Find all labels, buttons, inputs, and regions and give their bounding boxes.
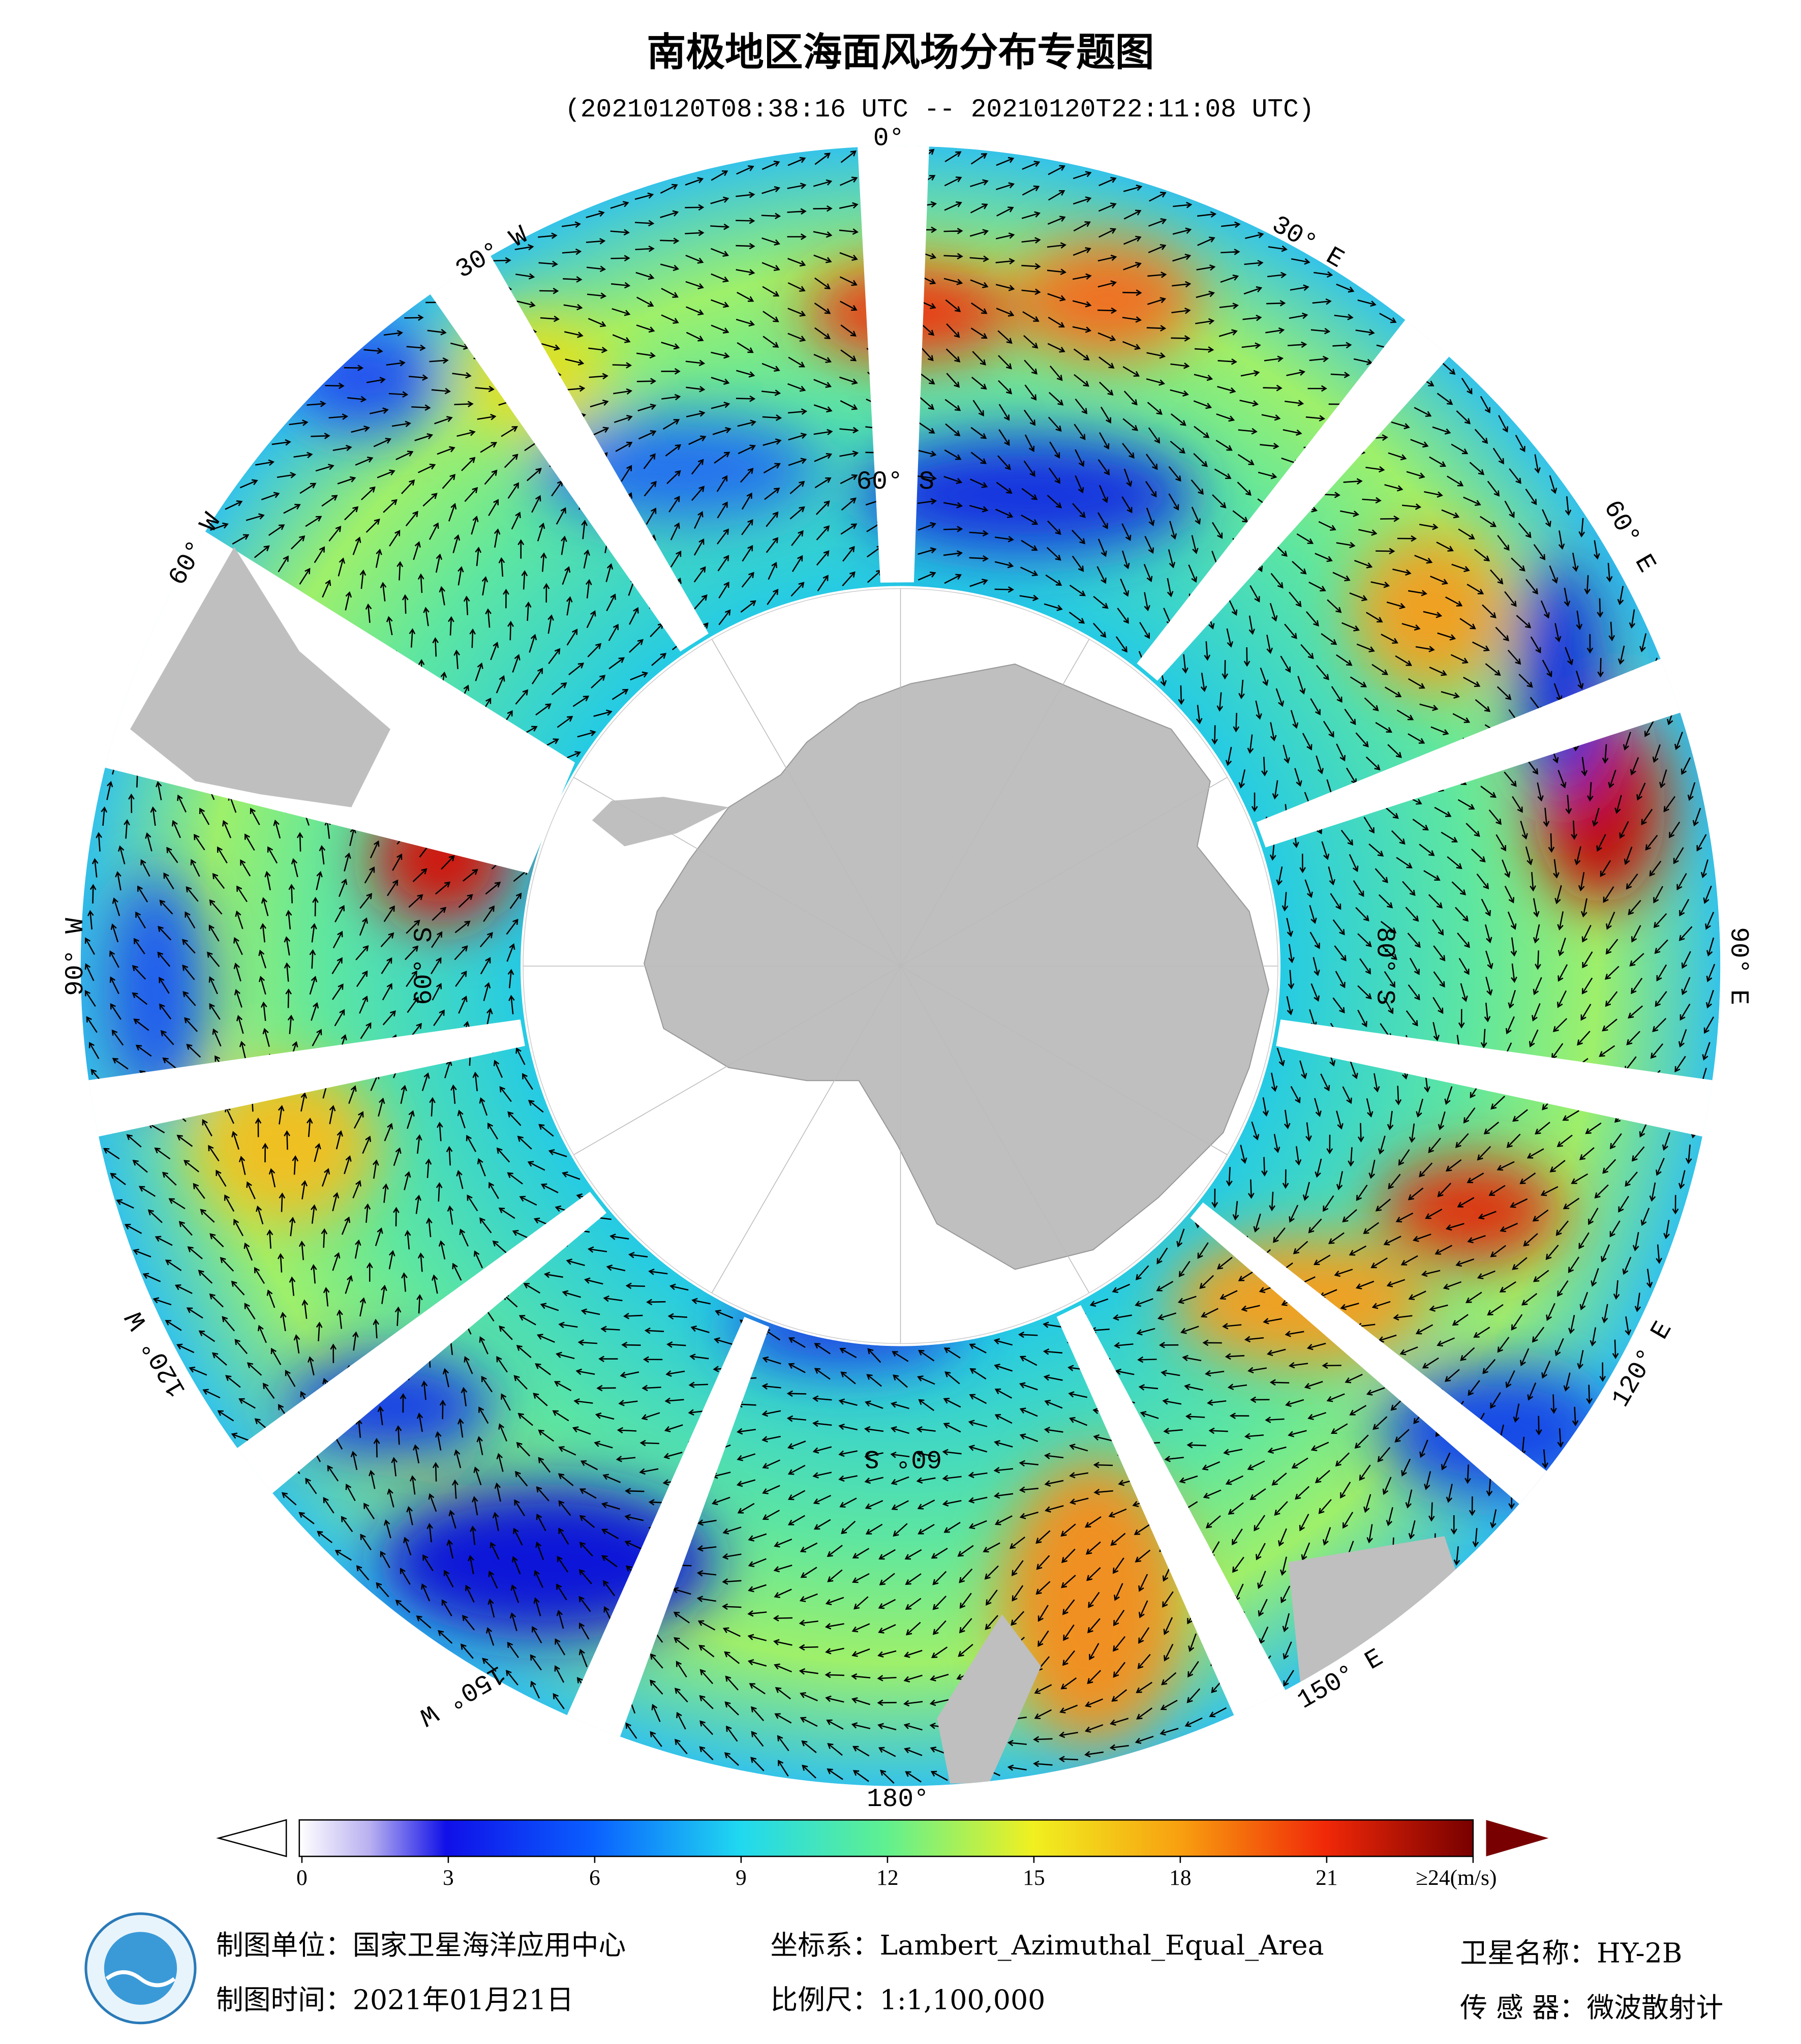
colorbar-tick-label: 3: [443, 1866, 454, 1890]
new-zealand: [937, 1614, 1041, 1784]
colorbar-tick-label: 18: [1169, 1866, 1192, 1890]
swath-gap: [1256, 624, 1721, 848]
longitude-label: 0°: [873, 124, 904, 153]
meridian: [711, 639, 901, 967]
blob: [1015, 241, 1198, 358]
blob: [104, 872, 208, 1107]
meridian: [900, 966, 1090, 1294]
swath-gap: [80, 1019, 525, 1156]
swath-gap: [530, 1316, 770, 1786]
logo-wave: [105, 1970, 176, 1988]
longitude-label: 150° W: [414, 1659, 510, 1731]
colorbar-tick-label: 9: [736, 1866, 747, 1890]
antarctica: [644, 664, 1270, 1270]
colorbar-ramp: [298, 1819, 1474, 1857]
footer-satellite: 卫星名称：HY-2B: [1460, 1937, 1682, 1969]
blob: [195, 1067, 378, 1224]
colorbar-under: [216, 1819, 287, 1857]
subtitle: (20210120T08:38:16 UTC -- 20210120T22:11…: [565, 95, 1314, 125]
latitude-labels: 60° S 60° S 60° S 80° S: [410, 467, 1399, 1472]
latitude-label: 60° S: [856, 467, 934, 497]
footer-scale: 比例尺：1:1,100,000: [771, 1984, 1046, 2016]
colorbar-over: [1486, 1820, 1549, 1857]
latitude-label: 60° S: [410, 927, 439, 1005]
latitude-label: 60° S: [864, 1443, 942, 1472]
antarctic-peninsula: [592, 797, 729, 847]
colorbar: 0 3 6 9 12 15 18 21 ≥24(m/s): [216, 1819, 1549, 1890]
meridian: [711, 966, 901, 1294]
longitude-label: 180°: [867, 1785, 929, 1814]
meridian: [900, 639, 1090, 967]
colorbar-tick-label: 15: [1023, 1866, 1045, 1890]
australia: [1288, 1536, 1471, 1693]
blob: [1353, 534, 1510, 690]
colorbar-tick-label: 21: [1316, 1866, 1338, 1890]
logo: [84, 1912, 197, 2025]
swath-gap: [378, 177, 709, 652]
wind-field: [80, 146, 1721, 1786]
swath-gap: [1276, 1019, 1721, 1156]
swath-gap: [1137, 248, 1510, 681]
swath-gap: [852, 146, 933, 583]
graticule: [523, 588, 1278, 1344]
swath-gap: [163, 1191, 606, 1552]
latitude-label: 80° S: [1369, 927, 1399, 1005]
south-america: [130, 547, 390, 807]
colorbar-tick-label: 12: [876, 1866, 898, 1890]
meridian: [573, 966, 901, 1155]
footer-projection: 坐标系：Lambert_Azimuthal_Equal_Area: [771, 1929, 1324, 1961]
longitude-label: 90° E: [1724, 927, 1753, 1005]
colorbar-tick-label: 0: [296, 1866, 308, 1890]
parallel: [523, 588, 1278, 1344]
footer-date: 制图时间：2021年01月21日: [216, 1984, 574, 2016]
colorbar-tick-label: 6: [589, 1866, 600, 1890]
meridian: [573, 777, 901, 967]
footer-sensor: 传 感 器：微波散射计: [1460, 1992, 1723, 2024]
title: 南极地区海面风场分布专题图: [647, 30, 1154, 75]
longitude-label: 90° W: [61, 918, 90, 996]
colorbar-tick-label: ≥24(m/s): [1416, 1866, 1497, 1890]
meridian: [900, 966, 1228, 1155]
swath-gap: [1190, 1202, 1619, 1564]
footer-producer: 制图单位：国家卫星海洋应用中心: [216, 1929, 626, 1961]
blob: [859, 436, 1198, 554]
logo-core: [104, 1932, 177, 2005]
meridian: [900, 777, 1228, 967]
swath-gap: [1056, 1305, 1328, 1786]
